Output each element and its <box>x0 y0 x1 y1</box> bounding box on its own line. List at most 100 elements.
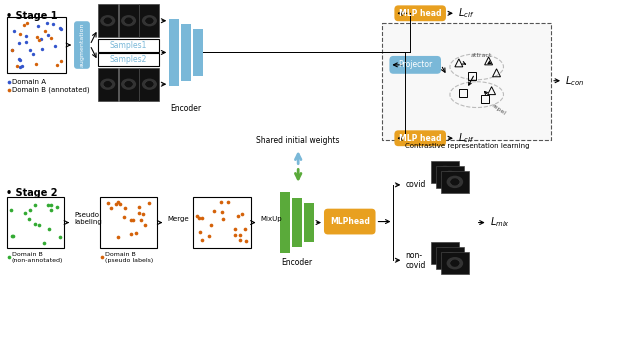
Bar <box>140 4 159 37</box>
Bar <box>100 197 157 248</box>
FancyBboxPatch shape <box>324 209 376 235</box>
Bar <box>193 29 203 76</box>
Point <box>46 202 56 208</box>
Bar <box>98 39 159 52</box>
Text: $L_{clf}$: $L_{clf}$ <box>458 6 474 20</box>
Ellipse shape <box>440 250 450 257</box>
Ellipse shape <box>440 168 450 175</box>
Ellipse shape <box>145 81 154 88</box>
Ellipse shape <box>129 18 133 23</box>
Ellipse shape <box>445 255 455 262</box>
Text: MLP head: MLP head <box>399 134 442 143</box>
Point <box>128 217 138 223</box>
Point <box>118 214 129 219</box>
Ellipse shape <box>442 171 458 183</box>
Point <box>235 232 245 237</box>
Ellipse shape <box>124 81 133 88</box>
Text: $L_{clf}$: $L_{clf}$ <box>458 131 474 145</box>
Bar <box>304 203 314 242</box>
Bar <box>459 89 467 97</box>
Point <box>13 56 24 61</box>
Point <box>113 200 124 205</box>
Point <box>206 222 216 228</box>
Ellipse shape <box>129 81 133 87</box>
Bar <box>436 247 464 269</box>
Bar <box>383 23 551 140</box>
Ellipse shape <box>440 169 444 175</box>
Text: MixUp: MixUp <box>260 216 282 222</box>
Text: MLPhead: MLPhead <box>330 217 370 226</box>
Point <box>97 255 107 260</box>
Bar <box>193 197 251 248</box>
Text: Domain A: Domain A <box>12 79 45 85</box>
Point <box>29 221 40 226</box>
Point <box>8 234 18 239</box>
Text: Samples2: Samples2 <box>110 55 147 64</box>
Bar <box>6 197 64 248</box>
Text: Domain B
(non-annotated): Domain B (non-annotated) <box>12 252 63 263</box>
Text: $L_{mix}$: $L_{mix}$ <box>490 216 509 230</box>
Bar <box>468 72 476 80</box>
Text: MLP head: MLP head <box>399 9 442 18</box>
Point <box>3 79 13 84</box>
Ellipse shape <box>450 179 454 185</box>
Text: covid: covid <box>405 180 426 189</box>
Point <box>25 207 35 213</box>
Point <box>241 238 251 244</box>
Point <box>240 226 250 232</box>
Ellipse shape <box>142 15 157 26</box>
Point <box>25 48 35 53</box>
Point <box>125 217 136 222</box>
Point <box>42 21 52 26</box>
Ellipse shape <box>104 81 112 88</box>
Point <box>218 217 228 222</box>
Point <box>52 63 63 68</box>
Ellipse shape <box>124 18 133 24</box>
Ellipse shape <box>104 18 107 23</box>
Point <box>120 206 130 211</box>
Point <box>56 27 66 32</box>
Point <box>20 40 31 45</box>
Point <box>209 209 220 214</box>
Point <box>19 23 29 28</box>
Bar <box>98 68 118 101</box>
Ellipse shape <box>450 260 460 267</box>
Point <box>51 204 61 210</box>
Point <box>13 40 24 46</box>
Point <box>17 64 27 69</box>
Point <box>36 36 47 41</box>
Text: Encoder: Encoder <box>170 104 202 113</box>
Ellipse shape <box>145 18 154 24</box>
Bar <box>431 161 459 183</box>
Bar <box>169 19 179 86</box>
Ellipse shape <box>450 178 460 186</box>
Ellipse shape <box>104 18 112 24</box>
Text: Shared initial weights: Shared initial weights <box>257 136 340 145</box>
Point <box>131 231 141 236</box>
Point <box>3 255 13 260</box>
Point <box>30 202 40 208</box>
Text: Projector: Projector <box>398 61 433 69</box>
Point <box>33 222 44 227</box>
Bar <box>98 4 118 37</box>
Ellipse shape <box>440 250 444 256</box>
Point <box>197 238 207 243</box>
Ellipse shape <box>109 18 112 23</box>
Point <box>44 226 54 232</box>
Point <box>12 63 22 69</box>
Ellipse shape <box>446 250 450 256</box>
Point <box>56 58 66 64</box>
Point <box>6 47 17 53</box>
Point <box>45 207 56 213</box>
Point <box>193 213 203 219</box>
Ellipse shape <box>445 174 449 180</box>
Ellipse shape <box>142 78 157 90</box>
Point <box>15 57 25 63</box>
Point <box>20 211 31 216</box>
Point <box>22 21 32 26</box>
Text: repel: repel <box>490 102 506 116</box>
Point <box>204 233 214 239</box>
Point <box>125 231 136 236</box>
Text: Samples1: Samples1 <box>110 41 147 50</box>
Point <box>216 209 227 215</box>
